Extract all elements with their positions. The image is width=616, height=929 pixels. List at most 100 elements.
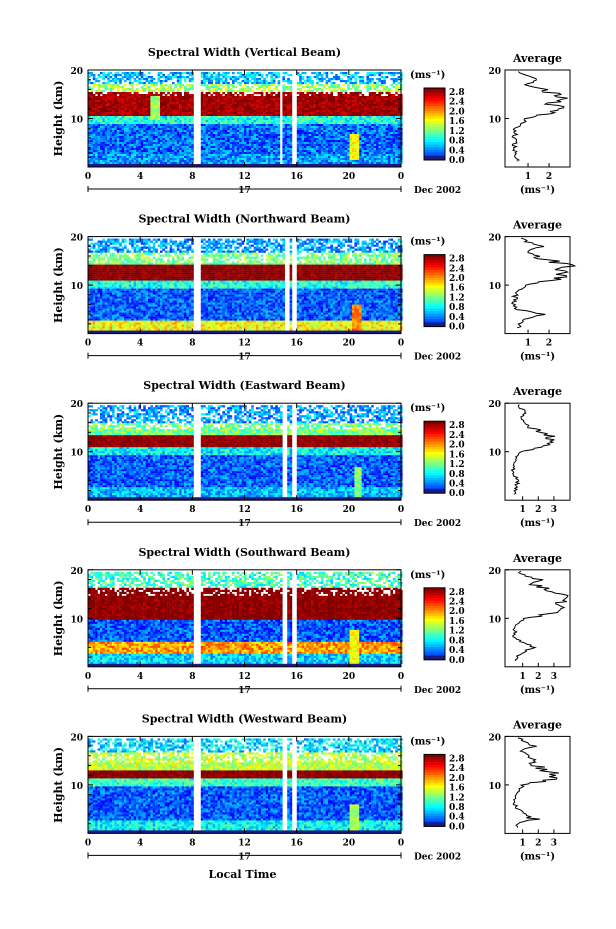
heatmap-cell [248,136,252,139]
heatmap-cell [347,128,350,131]
heatmap-cell [140,156,144,159]
heatmap-cell [208,100,211,103]
heatmap-cell [373,162,377,165]
heatmap-cell [224,128,228,131]
heatmap-cell [265,136,269,139]
heatmap-cell [148,110,151,113]
heatmap-cell [330,140,333,143]
heatmap-cell [344,144,348,147]
heatmap-cell [265,160,269,163]
heatmap-cell [368,96,372,99]
heatmap-cell [167,130,170,133]
heatmap-cell [277,162,281,165]
heatmap-cell [88,152,91,155]
heatmap-cell [205,80,209,83]
heatmap-cell [258,120,261,123]
heatmap-cell [136,110,139,113]
heatmap-cell [100,142,103,145]
heatmap-cell [311,144,314,147]
heatmap-cell [373,84,377,87]
heatmap-cell [121,128,125,131]
heatmap-cell [167,122,170,125]
heatmap-cell [121,140,125,143]
heatmap-cell [114,156,117,159]
heatmap-cell [284,134,288,137]
heatmap-cell [224,114,228,117]
heatmap-cell [268,124,271,127]
heatmap-cell [90,128,93,131]
heatmap-cell [200,156,204,159]
heatmap-cell [244,146,247,149]
heatmap-cell [239,160,242,163]
heatmap-cell [251,152,254,155]
heatmap-cell [205,74,209,77]
heatmap-cell [236,90,240,93]
heatmap-cell [126,150,129,153]
heatmap-cell [121,142,125,145]
heatmap-cell [359,92,362,95]
heatmap-cell [258,126,261,129]
heatmap-cell [248,114,252,117]
heatmap-cell [138,144,141,147]
heatmap-cell [323,158,326,161]
heatmap-cell [330,162,333,165]
heatmap-cell [359,130,362,133]
heatmap-cell [222,86,225,89]
heatmap-cell [284,158,288,161]
heatmap-cell [248,150,252,153]
heatmap-cell [385,88,389,91]
heatmap-cell [143,132,146,135]
heatmap-cell [385,106,389,109]
heatmap-cell [356,116,360,119]
heatmap-cell [128,138,132,141]
heatmap-cell [203,130,206,133]
heatmap-cell [116,144,120,147]
heatmap-cell [114,152,117,155]
heatmap-cell [330,96,333,99]
heatmap-cell [160,150,163,153]
heatmap-cell [217,154,221,157]
heatmap-cell [114,158,117,161]
heatmap-cell [143,90,146,93]
heatmap-cell [208,104,211,107]
heatmap-cell [169,130,173,133]
heatmap-cell [186,92,189,95]
heatmap-cell [246,142,249,145]
heatmap-cell [222,130,225,133]
heatmap-cell [188,112,192,115]
heatmap-cell [107,100,110,103]
heatmap-cell [368,118,372,121]
heatmap-cell [160,122,163,125]
heatmap-cell [320,126,324,129]
heatmap-cell [121,124,125,127]
heatmap-cell [364,112,367,115]
heatmap-cell [301,152,305,155]
heatmap-cell [203,124,206,127]
heatmap-cell [366,112,369,115]
heatmap-cell [318,138,321,141]
heatmap-cell [342,130,345,133]
heatmap-cell [287,162,290,165]
heatmap-cell [385,102,389,105]
heatmap-cell [241,94,245,97]
heatmap-cell [124,156,127,159]
heatmap-cell [272,156,276,159]
heatmap-cell [323,106,326,109]
heatmap-cell [236,118,240,121]
heatmap-cell [114,132,117,135]
heatmap-cell [311,90,314,93]
heatmap-cell [241,130,245,133]
heatmap-cell [152,132,156,135]
heatmap-cell [112,108,115,111]
heatmap-cell [337,104,341,107]
heatmap-cell [169,104,173,107]
heatmap-cell [383,152,386,155]
heatmap-cell [234,92,237,95]
heatmap-cell [97,130,101,133]
heatmap-cell [260,84,264,87]
heatmap-cell [222,156,225,159]
heatmap-cell [220,102,223,105]
heatmap-cell [289,140,293,143]
heatmap-cell [232,144,235,147]
heatmap-cell [150,84,153,87]
